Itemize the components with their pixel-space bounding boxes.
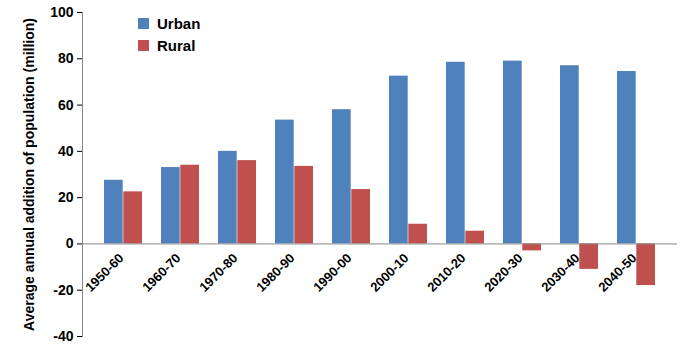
- svg-text:40: 40: [58, 143, 74, 159]
- svg-text:2030-40: 2030-40: [538, 250, 582, 294]
- svg-text:100: 100: [50, 4, 74, 20]
- svg-text:-20: -20: [53, 282, 73, 298]
- svg-text:2020-30: 2020-30: [481, 250, 525, 294]
- svg-text:20: 20: [58, 189, 74, 205]
- svg-text:2010-20: 2010-20: [424, 250, 468, 294]
- html-text:Rural: Rural: [157, 36, 196, 54]
- svg-text:1950-60: 1950-60: [82, 250, 126, 294]
- svg-text:2000-10: 2000-10: [367, 250, 411, 294]
- svg-text:-40: -40: [53, 328, 73, 344]
- svg-text:0: 0: [66, 235, 74, 251]
- svg-text:Average annual addition of pop: Average annual addition of population (m…: [21, 18, 37, 331]
- svg-text:1990-00: 1990-00: [310, 250, 354, 294]
- svg-text:1970-80: 1970-80: [196, 250, 240, 294]
- svg-text:1960-70: 1960-70: [139, 250, 183, 294]
- svg-text:60: 60: [58, 97, 74, 113]
- svg-text:80: 80: [58, 50, 74, 66]
- svg-text:1980-90: 1980-90: [253, 250, 297, 294]
- html-text:Urban: Urban: [157, 14, 201, 32]
- svg-text:2040-50: 2040-50: [595, 250, 639, 294]
